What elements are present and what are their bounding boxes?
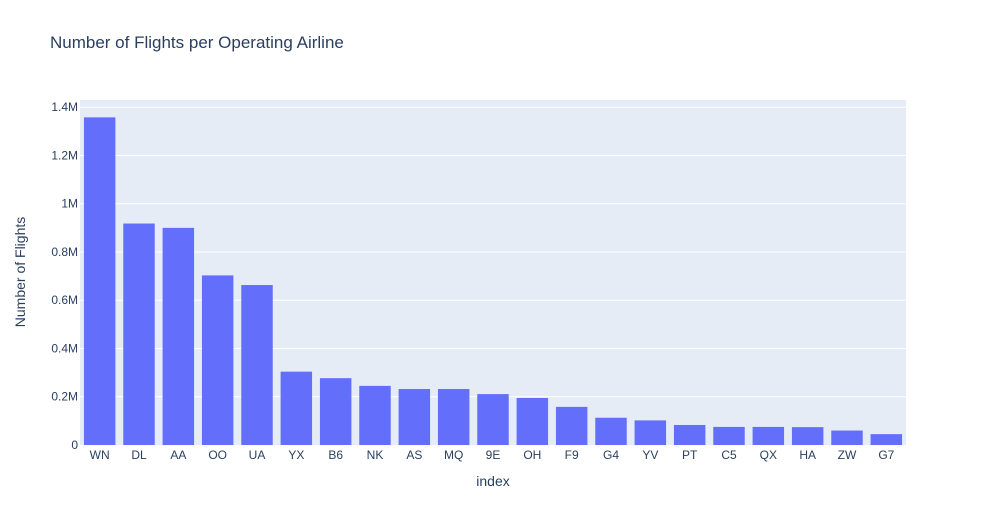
y-tick-label: 1.4M <box>51 100 78 114</box>
x-tick-label: 9E <box>486 448 501 462</box>
bars <box>83 117 903 445</box>
x-tick-label: DL <box>131 448 147 462</box>
y-tick-label: 0.8M <box>51 245 78 259</box>
x-tick-label: B6 <box>328 448 343 462</box>
y-tick-label: 0.4M <box>51 341 78 355</box>
bar-F9 <box>555 406 588 445</box>
y-tick-label: 1.2M <box>51 148 78 162</box>
bar-B6 <box>319 378 352 445</box>
x-tick-label: MQ <box>444 448 463 462</box>
x-tick-labels: WN DL AA OO UA YX B6 NK AS MQ 9E OH F9 G4 YV PT C5 QX HA ZW… <box>90 448 895 462</box>
y-tick-label: 0.2M <box>51 390 78 404</box>
x-tick-label: NK <box>367 448 384 462</box>
x-tick-label: G7 <box>878 448 894 462</box>
bar-OH <box>516 397 549 445</box>
y-tick-label: 0.6M <box>51 293 78 307</box>
bar-WN <box>83 117 116 445</box>
bar-YV <box>634 420 667 445</box>
y-axis-title: Number of Flights <box>12 217 28 327</box>
bar-G4 <box>595 417 627 445</box>
bar-HA <box>791 427 824 445</box>
x-tick-label: HA <box>799 448 816 462</box>
chart-title: Number of Flights per Operating Airline <box>50 33 344 52</box>
x-tick-label: AS <box>406 448 422 462</box>
x-tick-label: YV <box>642 448 658 462</box>
x-tick-label: OH <box>523 448 541 462</box>
bar-NK <box>359 385 391 445</box>
x-tick-label: F9 <box>565 448 579 462</box>
x-tick-label: QX <box>760 448 777 462</box>
bar-C5 <box>713 426 745 445</box>
x-tick-label: UA <box>249 448 266 462</box>
bar-YX <box>280 371 313 445</box>
y-tick-label: 1M <box>61 197 78 211</box>
x-tick-label: YX <box>288 448 304 462</box>
y-tick-labels: 0 0.2M 0.4M 0.6M 0.8M 1M 1.2M 1.4M <box>51 100 78 452</box>
x-tick-label: WN <box>90 448 110 462</box>
x-tick-label: G4 <box>603 448 619 462</box>
x-tick-label: PT <box>682 448 698 462</box>
bar-G7 <box>870 434 903 445</box>
bar-ZW <box>831 430 863 445</box>
bar-MQ <box>437 389 470 445</box>
x-tick-label: OO <box>208 448 227 462</box>
bar-9E <box>477 394 509 445</box>
x-tick-label: AA <box>170 448 186 462</box>
bar-AA <box>162 227 195 445</box>
x-tick-label: C5 <box>721 448 737 462</box>
bar-UA <box>241 285 273 445</box>
x-axis-title: index <box>476 473 509 489</box>
x-tick-label: ZW <box>838 448 857 462</box>
bar-QX <box>752 426 785 445</box>
bar-OO <box>201 275 234 445</box>
y-tick-label: 0 <box>71 438 78 452</box>
bar-AS <box>398 389 431 445</box>
bar-PT <box>673 424 706 445</box>
bar-DL <box>123 223 155 445</box>
